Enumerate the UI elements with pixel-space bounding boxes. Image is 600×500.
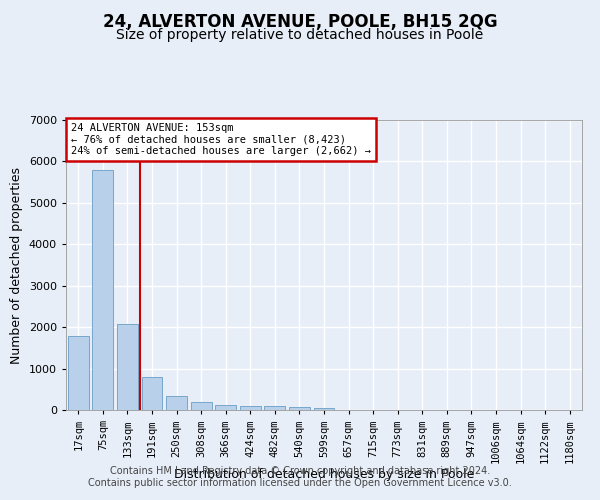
Bar: [191, 402, 212, 410]
Bar: [289, 407, 310, 410]
Text: Size of property relative to detached houses in Poole: Size of property relative to detached ho…: [116, 28, 484, 42]
Text: 24, ALVERTON AVENUE, POOLE, BH15 2QG: 24, ALVERTON AVENUE, POOLE, BH15 2QG: [103, 12, 497, 30]
Bar: [166, 396, 187, 410]
Bar: [92, 170, 113, 410]
Y-axis label: Number of detached properties: Number of detached properties: [10, 166, 23, 364]
Bar: [240, 406, 261, 410]
Bar: [117, 324, 138, 410]
Bar: [215, 405, 236, 410]
Bar: [142, 378, 163, 410]
Bar: [314, 408, 334, 410]
X-axis label: Distribution of detached houses by size in Poole: Distribution of detached houses by size …: [174, 468, 474, 481]
Text: Contains HM Land Registry data © Crown copyright and database right 2024.
Contai: Contains HM Land Registry data © Crown c…: [88, 466, 512, 487]
Bar: [265, 406, 286, 410]
Text: 24 ALVERTON AVENUE: 153sqm
← 76% of detached houses are smaller (8,423)
24% of s: 24 ALVERTON AVENUE: 153sqm ← 76% of deta…: [71, 123, 371, 156]
Bar: [68, 336, 89, 410]
